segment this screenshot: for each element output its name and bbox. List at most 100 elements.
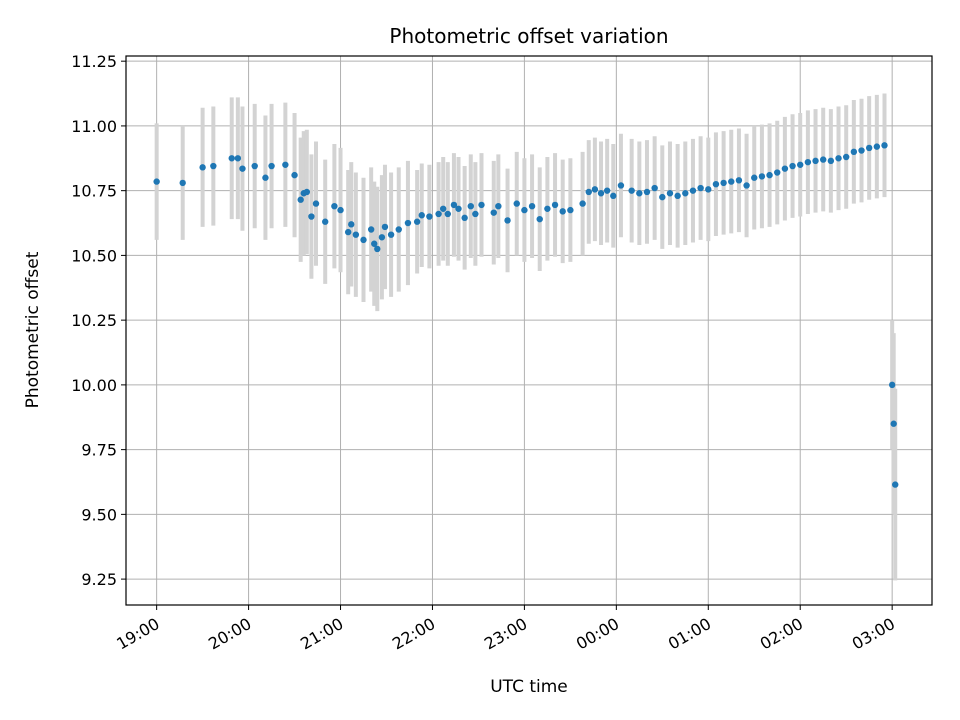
- data-point: [387, 231, 395, 238]
- data-point: [360, 236, 367, 244]
- y-tick-label: 9.50: [81, 505, 117, 524]
- data-point: [551, 201, 559, 209]
- data-point: [210, 162, 217, 170]
- data-point: [812, 157, 819, 165]
- data-point: [858, 147, 865, 154]
- data-point: [597, 190, 605, 197]
- data-point: [179, 179, 186, 187]
- data-point: [610, 192, 617, 200]
- data-point: [636, 190, 643, 197]
- data-point: [728, 178, 735, 185]
- data-point: [378, 234, 386, 241]
- data-point: [199, 164, 206, 171]
- data-point: [495, 202, 502, 210]
- data-point: [444, 210, 451, 218]
- data-point: [751, 174, 758, 181]
- data-point: [643, 188, 651, 196]
- y-tick-label: 10.75: [71, 182, 117, 201]
- data-point: [842, 153, 850, 161]
- data-point: [478, 201, 485, 209]
- data-point: [758, 173, 766, 180]
- data-point: [781, 165, 789, 172]
- data-point: [153, 178, 160, 185]
- data-point: [234, 155, 242, 162]
- data-point: [291, 171, 298, 179]
- data-point: [881, 142, 888, 149]
- y-tick-label: 11.25: [71, 52, 117, 71]
- y-tick-label: 9.25: [81, 570, 117, 589]
- data-point: [766, 171, 773, 179]
- y-tick-label: 10.00: [71, 376, 117, 395]
- data-point: [536, 215, 543, 223]
- data-point: [413, 218, 421, 225]
- data-point: [450, 201, 458, 209]
- data-point: [504, 217, 511, 224]
- data-point: [591, 186, 599, 193]
- data-point: [337, 206, 344, 214]
- data-point: [559, 208, 566, 215]
- data-point: [712, 180, 720, 188]
- data-point: [467, 202, 474, 210]
- data-point: [268, 162, 275, 170]
- y-tick-label: 11.00: [71, 117, 117, 136]
- data-point: [888, 381, 896, 389]
- gridlines: [126, 56, 932, 605]
- data-point: [262, 174, 269, 181]
- data-point: [873, 143, 881, 150]
- data-point: [603, 187, 611, 194]
- data-point: [666, 190, 674, 197]
- y-axis-title: Photometric offset: [23, 251, 43, 408]
- y-tick-label: 10.25: [71, 311, 117, 330]
- data-point: [804, 158, 812, 166]
- data-point: [890, 420, 897, 427]
- data-point: [797, 161, 804, 168]
- data-point: [282, 161, 289, 168]
- data-point: [435, 210, 442, 218]
- data-point: [395, 226, 402, 233]
- data-point: [239, 165, 246, 172]
- data-point: [628, 187, 635, 194]
- data-point: [651, 184, 658, 192]
- data-point: [705, 186, 712, 193]
- data-point: [439, 205, 447, 212]
- data-point: [835, 155, 842, 162]
- y-tick-label: 10.50: [71, 246, 117, 265]
- data-point: [461, 214, 468, 222]
- data-point: [865, 144, 873, 152]
- chart-title: Photometric offset variation: [389, 24, 668, 48]
- data-point: [820, 156, 827, 163]
- data-point: [827, 157, 835, 165]
- data-point: [348, 221, 355, 228]
- x-axis-title: UTC time: [490, 677, 568, 697]
- data-point: [567, 206, 574, 214]
- data-point: [374, 245, 381, 253]
- data-point: [579, 200, 586, 207]
- data-point: [720, 179, 727, 187]
- data-point: [735, 177, 743, 184]
- data-point: [490, 209, 497, 216]
- data-point: [352, 231, 360, 238]
- data-point: [426, 213, 433, 220]
- data-point: [659, 193, 666, 201]
- data-point: [308, 213, 315, 220]
- data-point: [228, 155, 235, 162]
- data-point: [367, 226, 375, 233]
- data-point: [521, 206, 528, 214]
- data-point: [892, 481, 899, 488]
- data-point: [303, 188, 311, 196]
- data-point: [404, 219, 412, 227]
- data-point: [418, 212, 425, 219]
- data-point: [674, 192, 681, 200]
- data-point: [682, 190, 689, 197]
- data-point: [381, 223, 389, 231]
- data-point: [544, 205, 551, 212]
- data-point: [513, 200, 520, 207]
- data-point: [850, 148, 858, 156]
- data-point: [322, 218, 329, 225]
- data-point: [617, 182, 625, 189]
- data-point: [743, 182, 750, 189]
- plot-frame: [125, 55, 933, 606]
- data-point: [697, 184, 704, 192]
